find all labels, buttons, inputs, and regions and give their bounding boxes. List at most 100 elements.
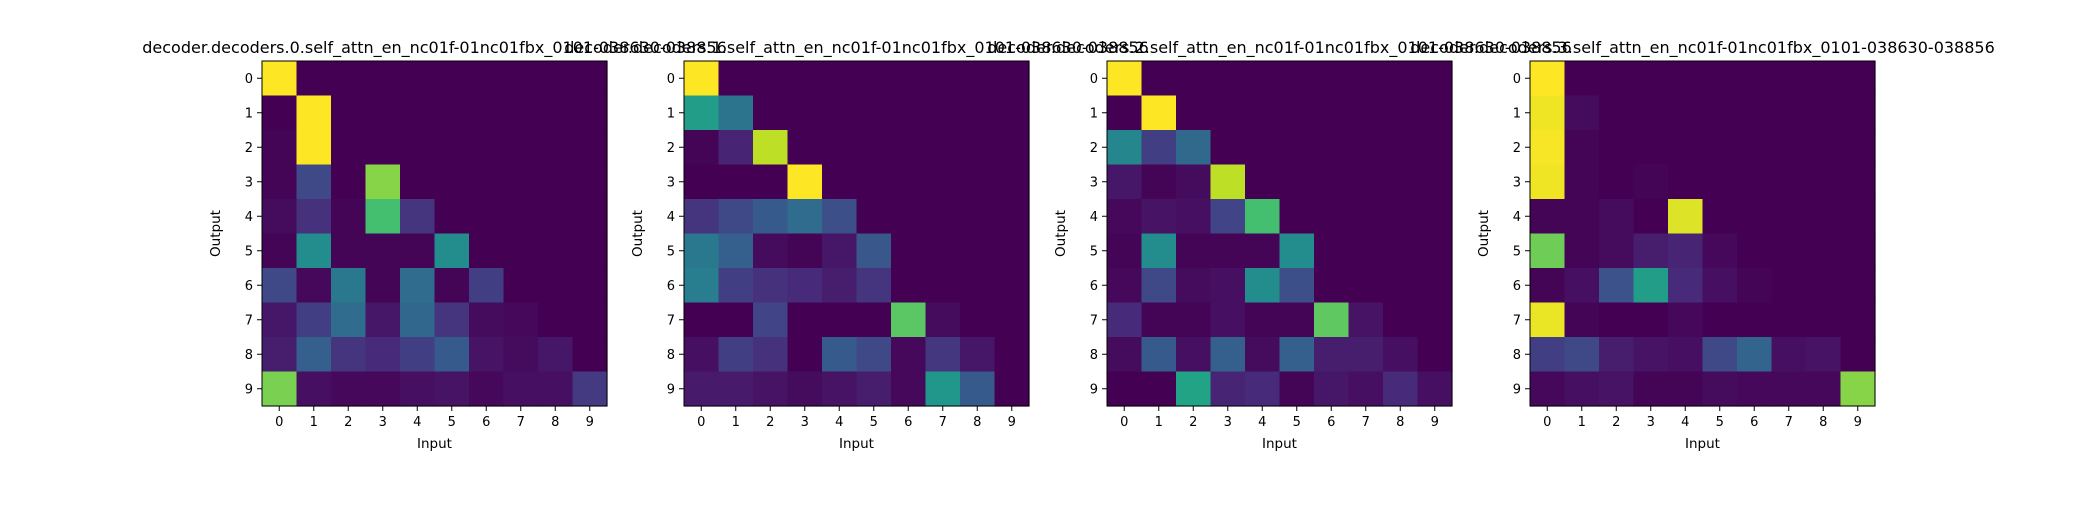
heatmap-cell-2-4 bbox=[1245, 130, 1281, 166]
heatmap-cell-4-7 bbox=[925, 199, 961, 235]
heatmap-cell-3-8 bbox=[1383, 164, 1419, 200]
heatmap-cell-2-2 bbox=[753, 130, 789, 166]
heatmap-cell-1-5 bbox=[434, 95, 470, 131]
heatmap-cell-9-0 bbox=[684, 371, 720, 407]
heatmap-cell-9-4 bbox=[1245, 371, 1281, 407]
heatmap-cell-5-1 bbox=[1564, 233, 1600, 269]
heatmap-cell-2-1 bbox=[718, 130, 754, 166]
x-tick-label: 3 bbox=[379, 415, 387, 430]
heatmap-cell-4-1 bbox=[296, 199, 332, 235]
x-tick-label: 6 bbox=[904, 415, 912, 430]
y-tick-label: 2 bbox=[667, 141, 675, 156]
heatmap-cell-6-8 bbox=[1383, 268, 1419, 304]
heatmap-cell-7-8 bbox=[960, 302, 996, 338]
x-tick-label: 2 bbox=[766, 415, 774, 430]
heatmap-cell-3-4 bbox=[400, 164, 436, 200]
y-tick-label: 8 bbox=[1513, 348, 1521, 363]
y-tick-label: 4 bbox=[245, 210, 253, 225]
heatmap-cell-1-6 bbox=[1737, 95, 1773, 131]
heatmap-cell-3-5 bbox=[856, 164, 892, 200]
heatmap-cell-2-3 bbox=[787, 130, 823, 166]
heatmap-cell-6-6 bbox=[891, 268, 927, 304]
heatmap-cell-7-9 bbox=[1840, 302, 1876, 338]
heatmap-cell-6-3 bbox=[365, 268, 401, 304]
heatmap-title: decoder.decoders.1.self_attn_en_nc01f-01… bbox=[564, 38, 1149, 58]
heatmap-cell-6-6 bbox=[1737, 268, 1773, 304]
y-tick-label: 8 bbox=[667, 348, 675, 363]
heatmap-cell-4-7 bbox=[1771, 199, 1807, 235]
heatmap-cell-1-3 bbox=[1633, 95, 1669, 131]
heatmap-cell-2-8 bbox=[960, 130, 996, 166]
heatmap-cell-9-7 bbox=[925, 371, 961, 407]
heatmap-cell-5-6 bbox=[891, 233, 927, 269]
heatmap-cell-2-0 bbox=[684, 130, 720, 166]
heatmap-cell-3-1 bbox=[1564, 164, 1600, 200]
heatmap-cell-9-1 bbox=[718, 371, 754, 407]
heatmap-cell-3-9 bbox=[994, 164, 1030, 200]
heatmap-cell-9-3 bbox=[365, 371, 401, 407]
y-tick-label: 8 bbox=[1090, 348, 1098, 363]
plot-frame bbox=[261, 60, 608, 407]
y-tick-label: 0 bbox=[667, 72, 675, 87]
heatmap-cell-3-5 bbox=[1279, 164, 1315, 200]
heatmap-cell-5-0 bbox=[1107, 233, 1143, 269]
heatmap-cell-0-8 bbox=[960, 61, 996, 97]
heatmap-cell-9-1 bbox=[1564, 371, 1600, 407]
heatmap-cell-6-2 bbox=[1599, 268, 1635, 304]
heatmap-cell-1-7 bbox=[1771, 95, 1807, 131]
heatmap-cell-6-6 bbox=[469, 268, 505, 304]
heatmap-cell-5-7 bbox=[925, 233, 961, 269]
heatmap-cell-0-8 bbox=[1383, 61, 1419, 97]
y-axis-label: Output bbox=[1053, 210, 1069, 257]
heatmap-cell-2-6 bbox=[891, 130, 927, 166]
heatmap-cell-1-0 bbox=[1107, 95, 1143, 131]
heatmap-cell-5-9 bbox=[994, 233, 1030, 269]
heatmap-cell-0-6 bbox=[1737, 61, 1773, 97]
heatmap-cell-3-9 bbox=[572, 164, 608, 200]
heatmap-cell-5-2 bbox=[1599, 233, 1635, 269]
heatmap-cell-8-5 bbox=[1279, 337, 1315, 373]
heatmap-cell-3-3 bbox=[1210, 164, 1246, 200]
heatmap-cell-4-4 bbox=[400, 199, 436, 235]
heatmap-cell-2-7 bbox=[925, 130, 961, 166]
heatmap-cell-7-3 bbox=[1210, 302, 1246, 338]
heatmap-cell-5-1 bbox=[1141, 233, 1177, 269]
heatmap-cell-8-5 bbox=[856, 337, 892, 373]
heatmap-cell-4-6 bbox=[1737, 199, 1773, 235]
x-tick-label: 7 bbox=[517, 415, 525, 430]
heatmap-cell-6-4 bbox=[822, 268, 858, 304]
x-tick-label: 8 bbox=[1819, 415, 1827, 430]
heatmap-cell-8-4 bbox=[400, 337, 436, 373]
heatmap-cell-7-1 bbox=[1141, 302, 1177, 338]
heatmap-cell-1-7 bbox=[503, 95, 539, 131]
heatmap-cell-7-6 bbox=[1314, 302, 1350, 338]
heatmap-cell-5-3 bbox=[1633, 233, 1669, 269]
x-tick-label: 5 bbox=[1716, 415, 1724, 430]
heatmap-cell-9-8 bbox=[1806, 371, 1842, 407]
heatmap-cell-2-7 bbox=[1771, 130, 1807, 166]
x-tick-label: 2 bbox=[1612, 415, 1620, 430]
heatmap-cell-0-6 bbox=[891, 61, 927, 97]
heatmap-cell-5-5 bbox=[434, 233, 470, 269]
x-tick-label: 9 bbox=[1008, 415, 1016, 430]
y-tick-label: 9 bbox=[1513, 382, 1521, 397]
y-tick-label: 4 bbox=[667, 210, 675, 225]
heatmap-cell-3-2 bbox=[1599, 164, 1635, 200]
heatmap-cell-0-4 bbox=[822, 61, 858, 97]
x-tick-label: 5 bbox=[1293, 415, 1301, 430]
heatmap-cell-7-3 bbox=[787, 302, 823, 338]
heatmap-cell-2-3 bbox=[1210, 130, 1246, 166]
heatmap-cell-5-8 bbox=[1383, 233, 1419, 269]
heatmap-cell-0-7 bbox=[1348, 61, 1384, 97]
heatmap-cell-4-4 bbox=[1668, 199, 1704, 235]
heatmap-cell-5-9 bbox=[572, 233, 608, 269]
heatmap-cell-8-6 bbox=[469, 337, 505, 373]
heatmap-cell-9-2 bbox=[753, 371, 789, 407]
x-axis-label: Input bbox=[417, 436, 452, 452]
x-tick-label: 8 bbox=[1396, 415, 1404, 430]
heatmap-cell-7-4 bbox=[1668, 302, 1704, 338]
x-tick-label: 2 bbox=[1189, 415, 1197, 430]
heatmap-cell-9-9 bbox=[1840, 371, 1876, 407]
heatmap-cell-3-6 bbox=[469, 164, 505, 200]
heatmap-cell-3-8 bbox=[960, 164, 996, 200]
